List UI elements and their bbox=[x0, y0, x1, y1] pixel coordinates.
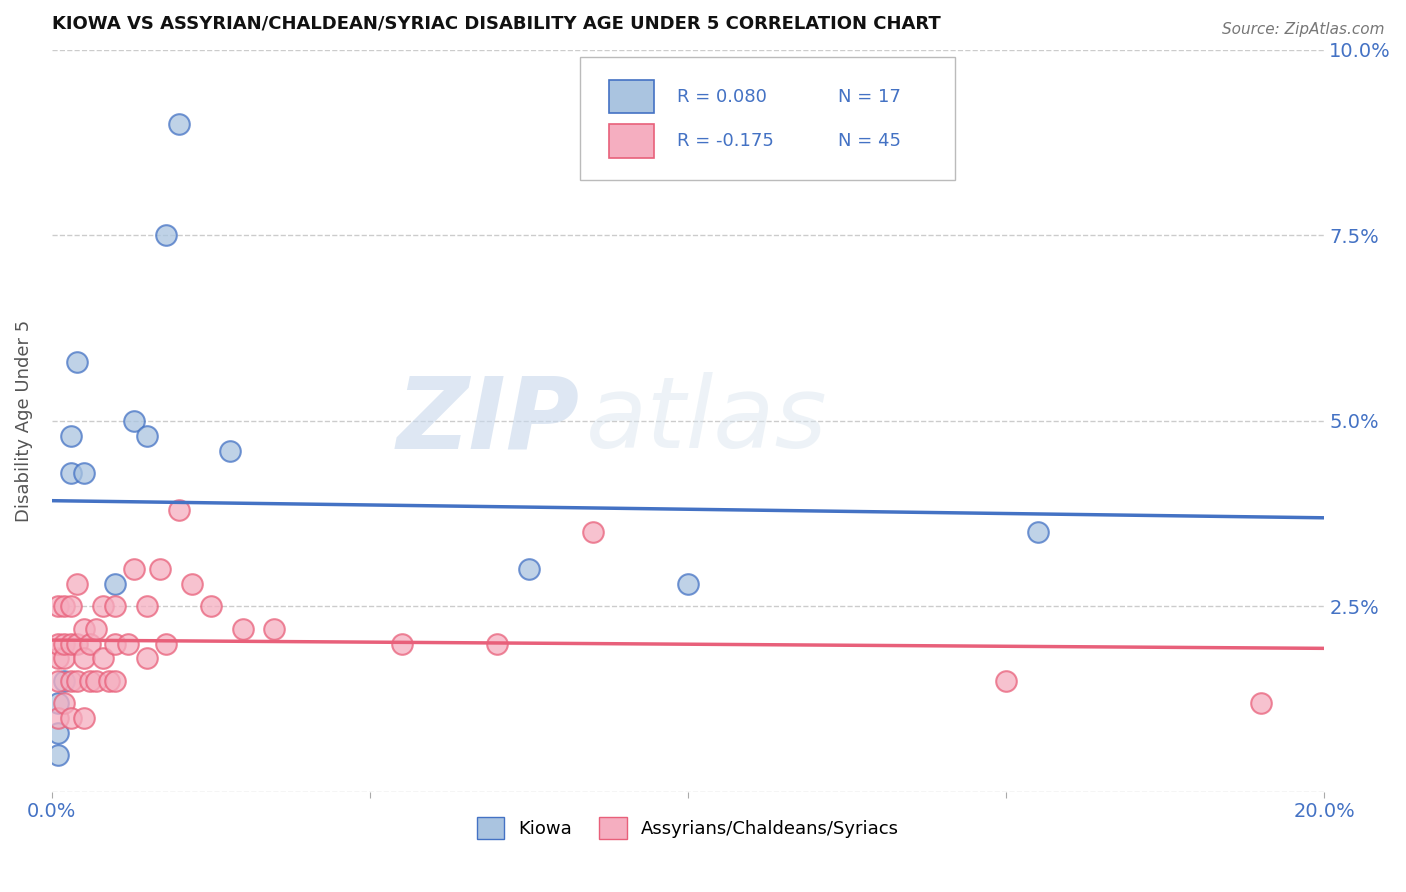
Text: N = 17: N = 17 bbox=[838, 87, 901, 105]
Point bbox=[53, 696, 76, 710]
Point bbox=[72, 711, 94, 725]
Point bbox=[104, 577, 127, 591]
Point bbox=[59, 636, 82, 650]
Point bbox=[104, 599, 127, 614]
Text: N = 45: N = 45 bbox=[838, 132, 901, 150]
Point bbox=[167, 503, 190, 517]
Point bbox=[59, 711, 82, 725]
Point bbox=[167, 117, 190, 131]
Point bbox=[46, 673, 69, 688]
Point bbox=[46, 696, 69, 710]
Point bbox=[1250, 696, 1272, 710]
Point bbox=[46, 711, 69, 725]
Point bbox=[84, 673, 107, 688]
Point bbox=[91, 651, 114, 665]
Point bbox=[46, 636, 69, 650]
Point bbox=[46, 747, 69, 762]
Text: KIOWA VS ASSYRIAN/CHALDEAN/SYRIAC DISABILITY AGE UNDER 5 CORRELATION CHART: KIOWA VS ASSYRIAN/CHALDEAN/SYRIAC DISABI… bbox=[52, 15, 941, 33]
Point bbox=[66, 577, 89, 591]
Point bbox=[1026, 525, 1049, 540]
Point bbox=[581, 525, 603, 540]
Point bbox=[59, 466, 82, 480]
Point bbox=[117, 636, 139, 650]
Point bbox=[59, 429, 82, 443]
Text: R = -0.175: R = -0.175 bbox=[676, 132, 773, 150]
FancyBboxPatch shape bbox=[609, 124, 654, 158]
Point bbox=[391, 636, 413, 650]
Text: Source: ZipAtlas.com: Source: ZipAtlas.com bbox=[1222, 22, 1385, 37]
Point bbox=[66, 673, 89, 688]
Point bbox=[91, 599, 114, 614]
Point bbox=[995, 673, 1018, 688]
Point bbox=[59, 673, 82, 688]
Point bbox=[676, 577, 699, 591]
Point bbox=[155, 636, 177, 650]
Point bbox=[53, 673, 76, 688]
Point bbox=[59, 599, 82, 614]
Point bbox=[104, 673, 127, 688]
Legend: Kiowa, Assyrians/Chaldeans/Syriacs: Kiowa, Assyrians/Chaldeans/Syriacs bbox=[470, 810, 907, 846]
Point bbox=[66, 636, 89, 650]
Point bbox=[517, 562, 540, 576]
Point bbox=[53, 599, 76, 614]
Point bbox=[200, 599, 222, 614]
Text: atlas: atlas bbox=[586, 372, 828, 469]
Text: R = 0.080: R = 0.080 bbox=[676, 87, 766, 105]
Point bbox=[79, 636, 101, 650]
Point bbox=[98, 673, 121, 688]
Point bbox=[66, 354, 89, 368]
Point bbox=[136, 651, 159, 665]
Point bbox=[79, 673, 101, 688]
Point bbox=[124, 562, 146, 576]
Point bbox=[72, 466, 94, 480]
Point bbox=[53, 651, 76, 665]
Point bbox=[46, 725, 69, 739]
Point bbox=[124, 414, 146, 428]
Point bbox=[104, 636, 127, 650]
Point bbox=[180, 577, 202, 591]
Point bbox=[232, 622, 254, 636]
FancyBboxPatch shape bbox=[579, 57, 955, 179]
Point bbox=[46, 599, 69, 614]
Point bbox=[72, 622, 94, 636]
Point bbox=[136, 599, 159, 614]
Point bbox=[53, 636, 76, 650]
Y-axis label: Disability Age Under 5: Disability Age Under 5 bbox=[15, 319, 32, 522]
Point bbox=[263, 622, 285, 636]
Point bbox=[136, 429, 159, 443]
Point bbox=[84, 622, 107, 636]
Point bbox=[46, 651, 69, 665]
Point bbox=[486, 636, 509, 650]
Point bbox=[155, 228, 177, 243]
Text: ZIP: ZIP bbox=[396, 372, 579, 469]
Point bbox=[219, 443, 242, 458]
FancyBboxPatch shape bbox=[609, 80, 654, 113]
Point bbox=[72, 651, 94, 665]
Point bbox=[149, 562, 172, 576]
